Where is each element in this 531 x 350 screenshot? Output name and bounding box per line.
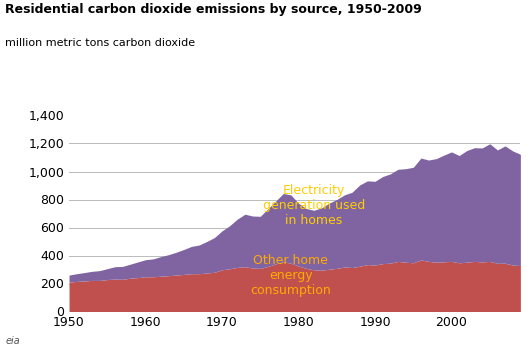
Text: eia: eia [5,336,20,346]
Text: Other home
energy
consumption: Other home energy consumption [251,254,331,297]
Text: Electricity
generation used
in homes: Electricity generation used in homes [263,184,365,226]
Text: Residential carbon dioxide emissions by source, 1950-2009: Residential carbon dioxide emissions by … [5,4,422,16]
Text: million metric tons carbon dioxide: million metric tons carbon dioxide [5,38,195,49]
